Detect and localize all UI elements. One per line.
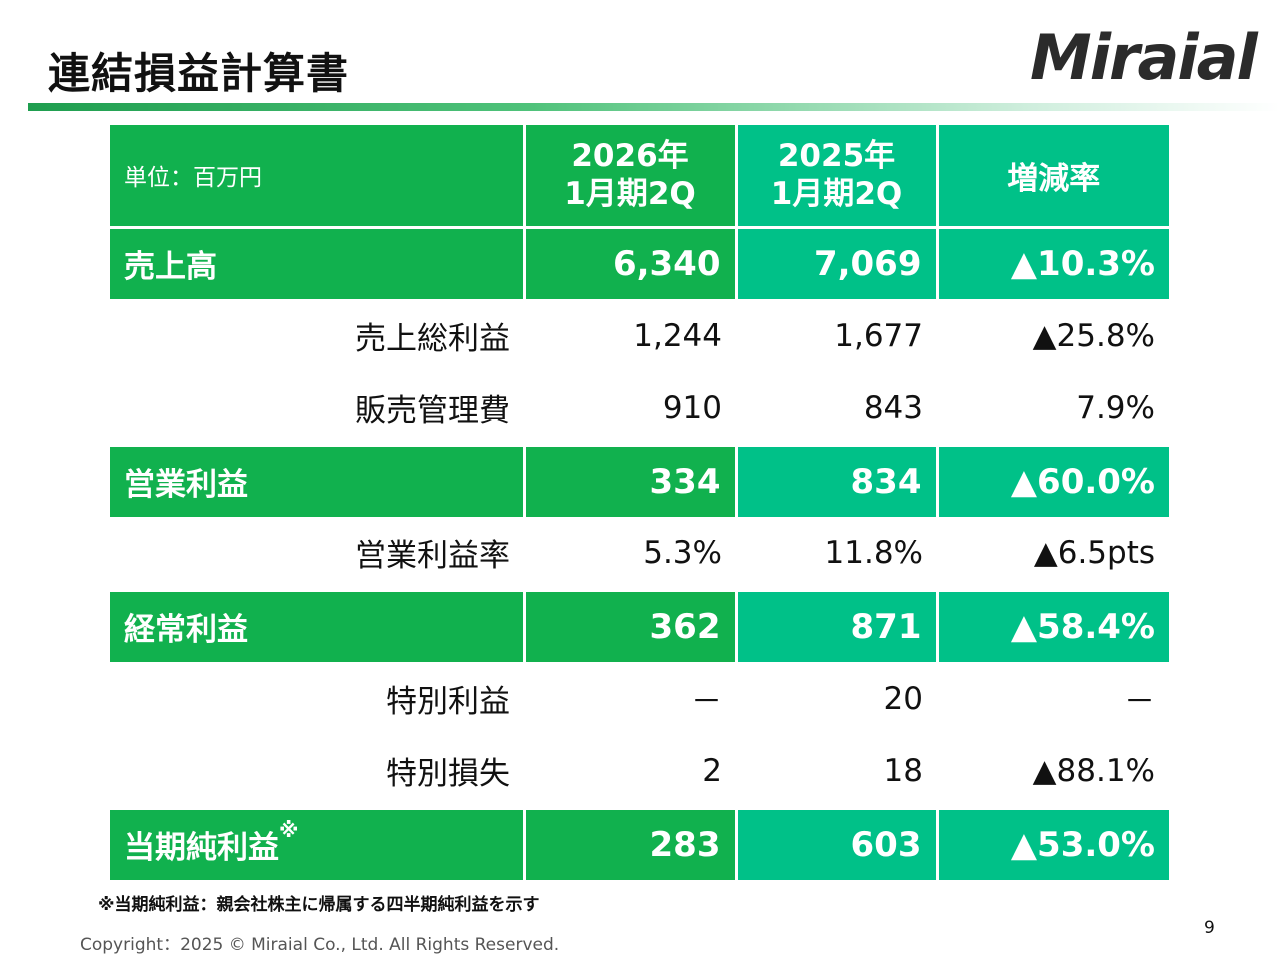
value-2026: 6,340 <box>524 225 738 299</box>
table-row-extraordinary-loss: 特別損失 2 18 ▲88.1% <box>110 735 1169 808</box>
value-2026: 362 <box>524 588 738 662</box>
row-label: 売上総利益 <box>355 321 510 357</box>
unit-label: 単位：百万円 <box>110 125 526 227</box>
row-label-cell: 当期純利益※ <box>110 806 526 880</box>
column-header-2025: 2025年 1月期2Q <box>736 125 939 227</box>
column-header-line2: 1月期2Q <box>564 176 696 213</box>
value-2025: 18 <box>883 752 923 789</box>
value-2026: 334 <box>524 443 738 517</box>
column-header-line1: 2025年 <box>777 138 896 175</box>
value-2026: 910 <box>662 389 722 426</box>
table-row-gross-profit: 売上総利益 1,244 1,677 ▲25.8% <box>110 299 1169 372</box>
company-logo: Miraial <box>1030 21 1258 94</box>
value-2026: 2 <box>702 752 722 789</box>
row-label: 経常利益 <box>110 588 526 662</box>
column-header-2026: 2026年 1月期2Q <box>524 125 738 227</box>
value-change: ▲10.3% <box>937 225 1169 299</box>
table-row-extraordinary-income: 特別利益 － 20 － <box>110 662 1169 735</box>
row-label: 特別損失 <box>386 756 510 793</box>
value-2026: 1,244 <box>633 317 722 354</box>
value-change: － <box>1124 684 1155 720</box>
row-label: 特別利益 <box>386 684 510 720</box>
value-2026: 283 <box>524 806 738 880</box>
value-change: ▲6.5pts <box>1033 534 1155 571</box>
table-row-operating-income: 営業利益 334 834 ▲60.0% <box>110 443 1169 517</box>
value-2025: 843 <box>863 389 923 426</box>
value-change: ▲60.0% <box>937 443 1169 517</box>
value-change: ▲25.8% <box>1032 317 1155 354</box>
footnote: ※当期純利益：親会社株主に帰属する四半期純利益を示す <box>98 895 540 915</box>
table-header-row: 単位：百万円 2026年 1月期2Q 2025年 1月期2Q 増減率 <box>110 125 1169 227</box>
title-underline <box>28 103 1280 111</box>
value-2025: 1,677 <box>834 317 923 354</box>
value-change: ▲88.1% <box>1032 752 1155 789</box>
row-label: 営業利益率 <box>355 538 510 575</box>
column-header-line1: 2026年 <box>571 138 689 175</box>
column-header-line2: 1月期2Q <box>770 176 903 213</box>
column-header-change: 増減率 <box>937 125 1169 227</box>
copyright-text: Copyright：2025 © Miraial Co., Ltd. All R… <box>80 935 560 955</box>
income-statement-table: 単位：百万円 2026年 1月期2Q 2025年 1月期2Q 増減率 売上高 6… <box>110 125 1169 880</box>
row-label: 販売管理費 <box>355 393 510 430</box>
value-2026: － <box>691 684 722 720</box>
value-2025: 603 <box>736 806 939 880</box>
footnote-mark: ※ <box>279 818 299 843</box>
value-change: 7.9% <box>1076 389 1155 426</box>
value-2026: 5.3% <box>643 534 722 571</box>
table-row-net-income: 当期純利益※ 283 603 ▲53.0% <box>110 806 1169 880</box>
value-change: ▲53.0% <box>937 806 1169 880</box>
page-number: 9 <box>1204 918 1215 938</box>
value-2025: 7,069 <box>736 225 939 299</box>
row-label: 売上高 <box>110 225 526 299</box>
table-row-sga: 販売管理費 910 843 7.9% <box>110 372 1169 445</box>
value-2025: 20 <box>883 680 923 717</box>
table-row-net-sales: 売上高 6,340 7,069 ▲10.3% <box>110 225 1169 299</box>
value-2025: 11.8% <box>824 534 923 571</box>
value-2025: 871 <box>736 588 939 662</box>
row-label: 当期純利益 <box>124 830 279 867</box>
table-row-operating-margin: 営業利益率 5.3% 11.8% ▲6.5pts <box>110 517 1169 590</box>
value-change: ▲58.4% <box>937 588 1169 662</box>
page-title: 連結損益計算書 <box>48 49 350 98</box>
value-2025: 834 <box>736 443 939 517</box>
table-row-ordinary-income: 経常利益 362 871 ▲58.4% <box>110 588 1169 662</box>
row-label: 営業利益 <box>110 443 526 517</box>
